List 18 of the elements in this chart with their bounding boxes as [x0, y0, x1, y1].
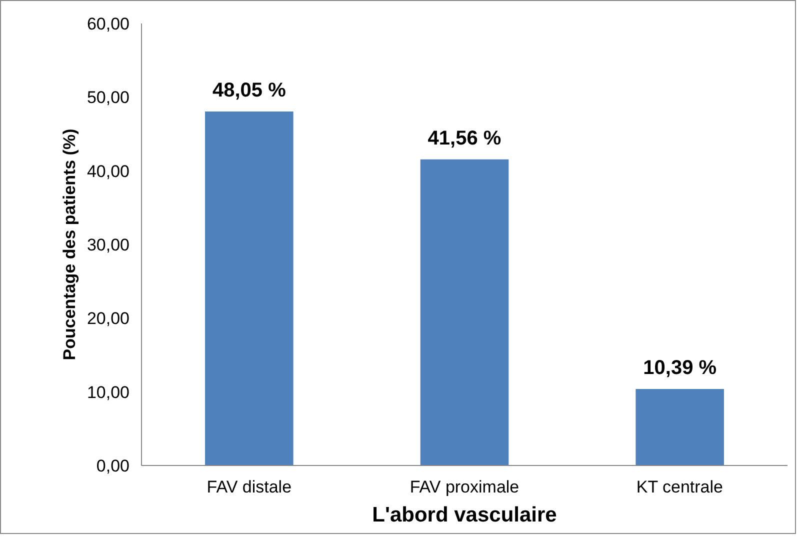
- x-tick-label: KT centrale: [636, 478, 723, 496]
- bar: [205, 112, 294, 466]
- x-tick-label: FAV proximale: [410, 478, 520, 496]
- y-tick-label: 60,00: [86, 14, 130, 34]
- y-tick-label: 30,00: [86, 236, 130, 254]
- y-tick-label: 10,00: [86, 382, 130, 402]
- bar: [636, 388, 724, 466]
- bar: [420, 159, 509, 466]
- y-tick-label: 50,00: [86, 88, 130, 108]
- x-axis-title: L'abord vasculaire: [372, 504, 557, 526]
- y-tick-label: 20,00: [86, 309, 130, 328]
- data-label: 10,39 %: [643, 356, 717, 379]
- data-label: 48,05 %: [212, 80, 286, 102]
- data-label: 41,56 %: [428, 127, 502, 150]
- y-tick-label: 0,00: [96, 456, 130, 476]
- x-tick-label: FAV distale: [206, 478, 292, 496]
- y-axis-title: Poucentage des patients (%): [60, 128, 79, 360]
- y-tick-label: 40,00: [86, 162, 130, 181]
